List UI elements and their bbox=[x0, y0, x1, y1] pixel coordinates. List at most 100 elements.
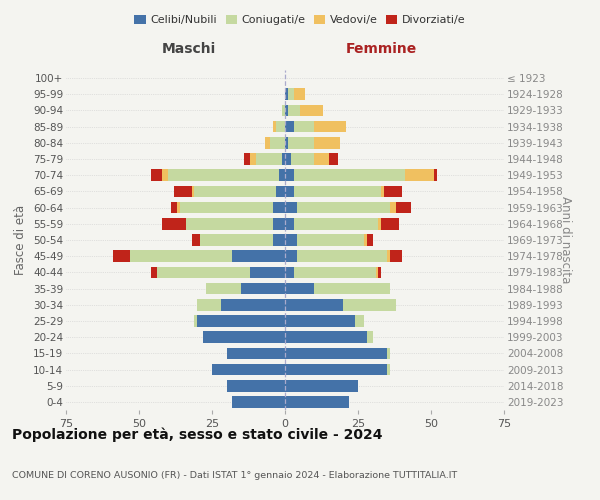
Bar bbox=[186, 218, 274, 230]
Bar bbox=[288, 104, 299, 117]
Bar bbox=[256, 153, 282, 165]
Text: Popolazione per età, sesso e stato civile - 2024: Popolazione per età, sesso e stato civil… bbox=[12, 428, 383, 442]
Y-axis label: Fasce di età: Fasce di età bbox=[14, 205, 28, 275]
Bar bbox=[250, 153, 256, 165]
Bar bbox=[314, 153, 329, 165]
Bar bbox=[405, 170, 434, 181]
Bar bbox=[282, 104, 285, 117]
Bar bbox=[288, 88, 294, 100]
Legend: Celibi/Nubili, Coniugati/e, Vedovi/e, Divorziati/e: Celibi/Nubili, Coniugati/e, Vedovi/e, Di… bbox=[130, 10, 470, 30]
Bar bbox=[285, 250, 296, 262]
Bar bbox=[285, 170, 294, 181]
Bar bbox=[314, 121, 346, 132]
Bar bbox=[274, 234, 285, 246]
Bar bbox=[232, 250, 285, 262]
Bar bbox=[285, 380, 358, 392]
Bar bbox=[285, 104, 288, 117]
Bar bbox=[364, 234, 367, 246]
Bar bbox=[232, 396, 285, 407]
Bar bbox=[387, 348, 390, 359]
Bar bbox=[194, 186, 276, 198]
Bar bbox=[285, 186, 294, 198]
Bar bbox=[285, 282, 314, 294]
Bar bbox=[294, 186, 382, 198]
Bar bbox=[285, 153, 291, 165]
Bar bbox=[387, 250, 390, 262]
Bar bbox=[244, 153, 250, 165]
Bar bbox=[285, 348, 387, 359]
Bar bbox=[285, 315, 355, 327]
Bar bbox=[285, 332, 367, 343]
Bar bbox=[376, 266, 379, 278]
Bar bbox=[367, 332, 373, 343]
Bar bbox=[296, 202, 390, 213]
Bar bbox=[379, 218, 382, 230]
Bar bbox=[191, 186, 194, 198]
Bar bbox=[285, 202, 296, 213]
Bar bbox=[180, 202, 274, 213]
Bar bbox=[274, 218, 285, 230]
Bar bbox=[282, 153, 285, 165]
Text: Femmine: Femmine bbox=[346, 42, 417, 56]
Bar bbox=[285, 218, 294, 230]
Bar bbox=[285, 137, 288, 148]
Bar bbox=[197, 299, 221, 310]
Bar bbox=[291, 153, 314, 165]
Bar bbox=[384, 186, 402, 198]
Bar bbox=[382, 186, 384, 198]
Bar bbox=[197, 315, 285, 327]
Bar bbox=[355, 315, 364, 327]
Bar bbox=[113, 250, 130, 262]
Bar bbox=[168, 170, 279, 181]
Bar bbox=[294, 218, 379, 230]
Bar bbox=[163, 218, 186, 230]
Bar bbox=[329, 153, 338, 165]
Text: COMUNE DI CORENO AUSONIO (FR) - Dati ISTAT 1° gennaio 2024 - Elaborazione TUTTIT: COMUNE DI CORENO AUSONIO (FR) - Dati IST… bbox=[12, 471, 457, 480]
Bar bbox=[285, 88, 288, 100]
Bar bbox=[285, 396, 349, 407]
Bar bbox=[314, 137, 340, 148]
Y-axis label: Anni di nascita: Anni di nascita bbox=[559, 196, 572, 284]
Bar bbox=[382, 218, 399, 230]
Bar bbox=[227, 380, 285, 392]
Bar bbox=[200, 234, 274, 246]
Bar bbox=[177, 202, 180, 213]
Bar bbox=[171, 202, 177, 213]
Bar bbox=[271, 137, 285, 148]
Bar bbox=[151, 170, 163, 181]
Bar bbox=[296, 250, 387, 262]
Bar bbox=[279, 170, 285, 181]
Bar bbox=[390, 202, 396, 213]
Text: Maschi: Maschi bbox=[161, 42, 216, 56]
Bar bbox=[343, 299, 396, 310]
Bar bbox=[285, 234, 296, 246]
Bar bbox=[241, 282, 285, 294]
Bar bbox=[387, 364, 390, 376]
Bar bbox=[285, 299, 343, 310]
Bar bbox=[396, 202, 410, 213]
Bar bbox=[212, 364, 285, 376]
Bar bbox=[274, 202, 285, 213]
Bar bbox=[285, 266, 294, 278]
Bar bbox=[130, 250, 232, 262]
Bar bbox=[191, 234, 200, 246]
Bar bbox=[390, 250, 402, 262]
Bar bbox=[294, 121, 314, 132]
Bar bbox=[285, 364, 387, 376]
Bar bbox=[294, 170, 405, 181]
Bar bbox=[296, 234, 364, 246]
Bar bbox=[157, 266, 250, 278]
Bar bbox=[221, 299, 285, 310]
Bar bbox=[285, 121, 294, 132]
Bar bbox=[294, 88, 305, 100]
Bar bbox=[163, 170, 168, 181]
Bar bbox=[250, 266, 285, 278]
Bar bbox=[206, 282, 241, 294]
Bar bbox=[227, 348, 285, 359]
Bar bbox=[274, 121, 276, 132]
Bar bbox=[288, 137, 314, 148]
Bar bbox=[434, 170, 437, 181]
Bar bbox=[299, 104, 323, 117]
Bar bbox=[151, 266, 157, 278]
Bar bbox=[367, 234, 373, 246]
